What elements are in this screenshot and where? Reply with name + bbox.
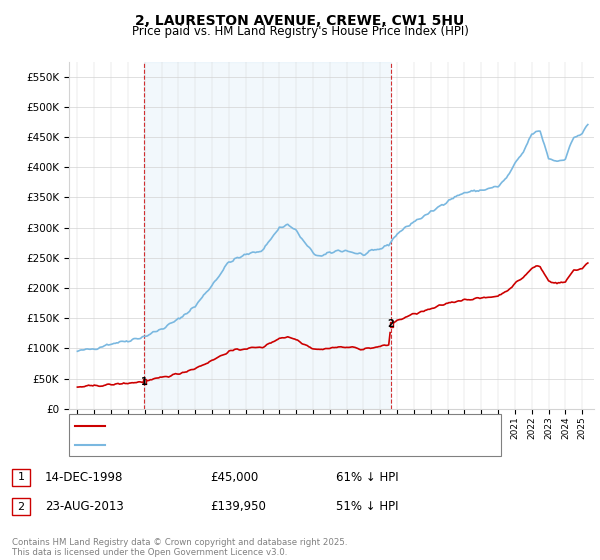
Text: 14-DEC-1998: 14-DEC-1998 [45, 470, 124, 484]
Text: £139,950: £139,950 [210, 500, 266, 514]
Text: Price paid vs. HM Land Registry's House Price Index (HPI): Price paid vs. HM Land Registry's House … [131, 25, 469, 38]
Text: 1: 1 [140, 377, 148, 386]
Text: 51% ↓ HPI: 51% ↓ HPI [336, 500, 398, 514]
Text: 2: 2 [388, 319, 394, 329]
Text: HPI: Average price, detached house, Cheshire East: HPI: Average price, detached house, Ches… [111, 440, 376, 450]
Text: 2, LAURESTON AVENUE, CREWE, CW1 5HU (detached house): 2, LAURESTON AVENUE, CREWE, CW1 5HU (det… [111, 421, 428, 431]
Text: 1: 1 [17, 472, 25, 482]
Text: 2, LAURESTON AVENUE, CREWE, CW1 5HU: 2, LAURESTON AVENUE, CREWE, CW1 5HU [136, 14, 464, 28]
Text: Contains HM Land Registry data © Crown copyright and database right 2025.
This d: Contains HM Land Registry data © Crown c… [12, 538, 347, 557]
Bar [389, 322, 392, 326]
Text: 23-AUG-2013: 23-AUG-2013 [45, 500, 124, 514]
Text: £45,000: £45,000 [210, 470, 258, 484]
Bar [144, 62, 391, 409]
Text: 61% ↓ HPI: 61% ↓ HPI [336, 470, 398, 484]
Bar [143, 379, 146, 384]
Text: 2: 2 [17, 502, 25, 512]
